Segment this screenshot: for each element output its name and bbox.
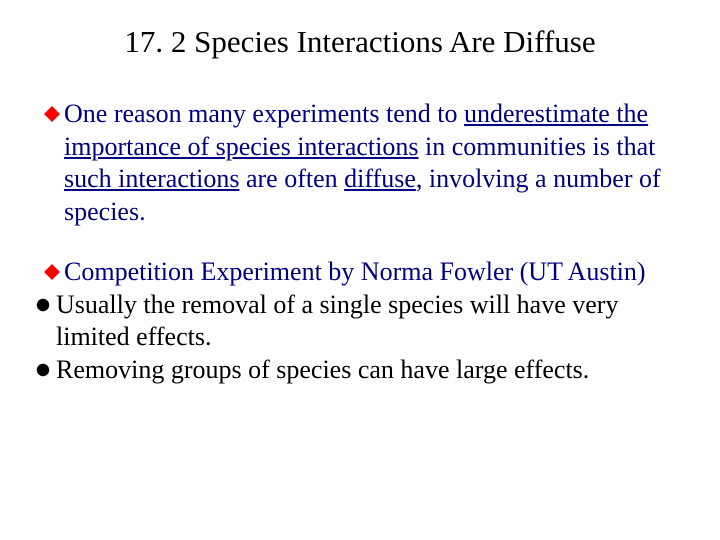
bullet-item: Usually the removal of a single species … bbox=[30, 289, 690, 354]
diamond-bullet-icon bbox=[44, 264, 60, 280]
diamond-bullet-icon bbox=[44, 106, 60, 122]
bullet-text: Usually the removal of a single species … bbox=[56, 289, 690, 354]
bullet-group-1: One reason many experiments tend to unde… bbox=[30, 98, 690, 228]
circle-bullet-icon bbox=[36, 298, 50, 312]
bullet-text: Competition Experiment by Norma Fowler (… bbox=[64, 256, 690, 289]
bullet-text: One reason many experiments tend to unde… bbox=[64, 98, 690, 228]
slide-title: 17. 2 Species Interactions Are Diffuse bbox=[30, 24, 690, 60]
slide: 17. 2 Species Interactions Are Diffuse O… bbox=[0, 0, 720, 540]
bullet-item: Removing groups of species can have larg… bbox=[30, 354, 690, 387]
bullet-text: Removing groups of species can have larg… bbox=[56, 354, 690, 387]
bullet-item: One reason many experiments tend to unde… bbox=[30, 98, 690, 228]
circle-bullet-icon bbox=[36, 363, 50, 377]
bullet-item: Competition Experiment by Norma Fowler (… bbox=[30, 256, 690, 289]
bullet-group-2: Competition Experiment by Norma Fowler (… bbox=[30, 256, 690, 386]
